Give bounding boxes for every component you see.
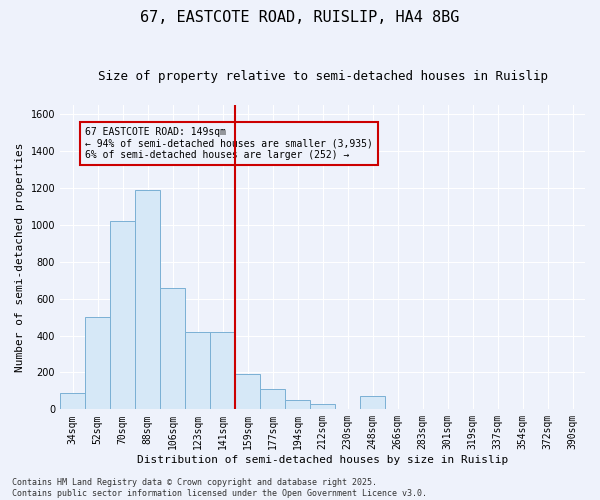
Title: Size of property relative to semi-detached houses in Ruislip: Size of property relative to semi-detach…	[98, 70, 548, 83]
Bar	[285, 400, 310, 409]
X-axis label: Distribution of semi-detached houses by size in Ruislip: Distribution of semi-detached houses by …	[137, 455, 508, 465]
Text: Contains HM Land Registry data © Crown copyright and database right 2025.
Contai: Contains HM Land Registry data © Crown c…	[12, 478, 427, 498]
Y-axis label: Number of semi-detached properties: Number of semi-detached properties	[15, 142, 25, 372]
Bar	[260, 389, 285, 409]
Text: 67, EASTCOTE ROAD, RUISLIP, HA4 8BG: 67, EASTCOTE ROAD, RUISLIP, HA4 8BG	[140, 10, 460, 25]
Bar	[235, 374, 260, 410]
Text: 67 EASTCOTE ROAD: 149sqm
← 94% of semi-detached houses are smaller (3,935)
6% of: 67 EASTCOTE ROAD: 149sqm ← 94% of semi-d…	[85, 127, 373, 160]
Bar	[60, 392, 85, 409]
Bar	[185, 332, 210, 409]
Bar	[360, 396, 385, 409]
Bar	[110, 221, 135, 410]
Bar	[160, 288, 185, 410]
Bar	[85, 317, 110, 410]
Bar	[135, 190, 160, 410]
Bar	[210, 332, 235, 409]
Bar	[310, 404, 335, 409]
